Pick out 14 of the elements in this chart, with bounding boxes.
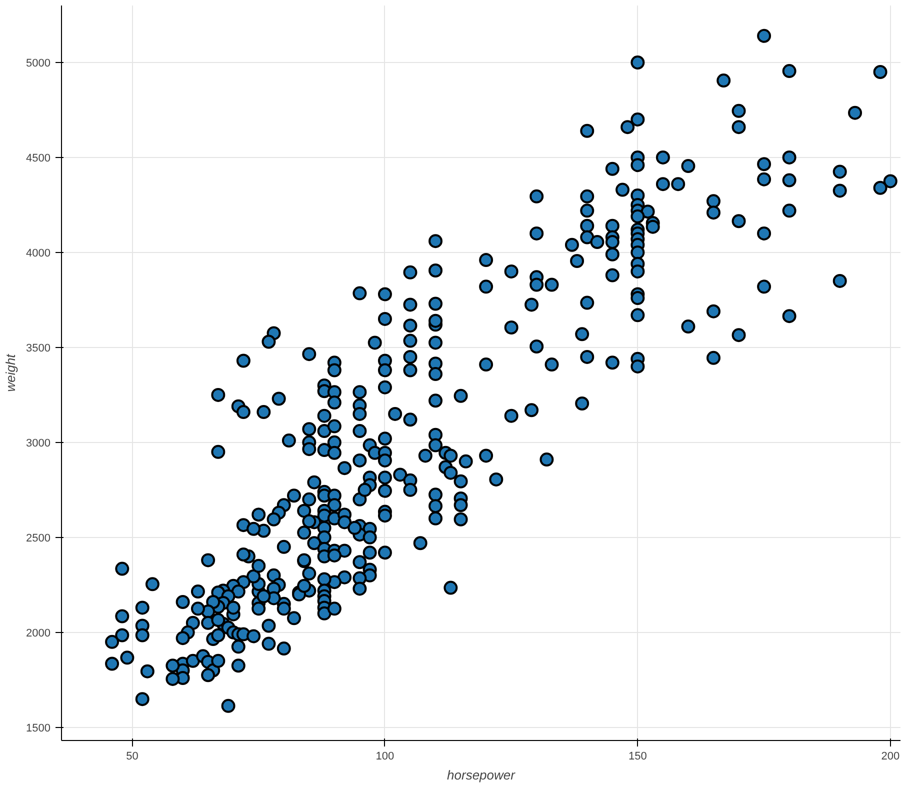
- x-tick-label: 50: [126, 750, 138, 762]
- x-axis-title: horsepower: [447, 768, 516, 782]
- y-tick-label: 4000: [26, 247, 51, 260]
- y-tick-label: 1500: [26, 722, 51, 734]
- y-tick-label: 2500: [26, 532, 51, 544]
- y-tick-label: 4500: [26, 152, 51, 164]
- y-tick-label: 5000: [26, 57, 51, 70]
- y-tick-label: 3500: [26, 342, 51, 354]
- y-tick-label: 3000: [26, 437, 51, 450]
- x-tick-label: 200: [881, 750, 900, 762]
- x-tick-label: 100: [376, 750, 394, 762]
- y-tick-label: 2000: [26, 627, 51, 640]
- y-axis-title: weight: [3, 352, 18, 392]
- x-tick-label: 150: [628, 750, 647, 762]
